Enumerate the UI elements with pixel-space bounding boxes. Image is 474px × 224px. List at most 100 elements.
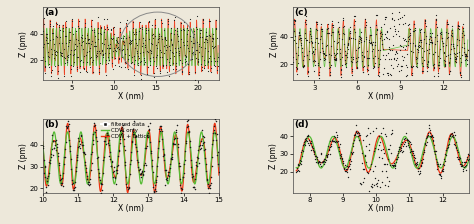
Point xyxy=(94,167,102,171)
Point xyxy=(380,66,387,69)
Point xyxy=(418,55,426,58)
Point xyxy=(110,33,118,36)
Point xyxy=(64,120,72,123)
Point xyxy=(191,41,198,45)
Point xyxy=(454,24,462,27)
Point xyxy=(310,149,317,152)
Point xyxy=(326,66,333,69)
Point xyxy=(419,152,427,156)
Point xyxy=(142,146,150,149)
Point xyxy=(370,64,378,67)
Point xyxy=(73,155,81,159)
Point xyxy=(375,62,383,65)
Point xyxy=(327,53,335,56)
Point xyxy=(147,42,155,45)
Point xyxy=(435,66,443,70)
Point xyxy=(406,33,414,37)
Point xyxy=(370,65,377,68)
Point xyxy=(203,40,211,44)
Point xyxy=(89,71,97,74)
Point xyxy=(76,142,83,145)
Point xyxy=(210,64,218,67)
Point xyxy=(377,34,385,38)
Point xyxy=(327,146,334,149)
Point xyxy=(331,140,339,144)
Point xyxy=(79,40,87,43)
Point xyxy=(417,159,425,162)
Point xyxy=(187,158,195,162)
Point xyxy=(131,136,139,139)
Point xyxy=(73,153,81,157)
Point xyxy=(211,64,219,67)
Point xyxy=(71,48,78,52)
Point xyxy=(368,49,376,52)
Point xyxy=(362,17,369,20)
Point xyxy=(125,194,132,198)
Point xyxy=(429,52,437,56)
Point xyxy=(75,41,83,45)
Point xyxy=(444,35,452,38)
Point xyxy=(89,60,96,64)
Point xyxy=(204,69,212,72)
Point xyxy=(374,181,381,185)
Point xyxy=(434,162,442,165)
Point xyxy=(46,160,53,164)
Point xyxy=(100,43,108,46)
Point xyxy=(85,180,92,184)
Point xyxy=(346,162,354,166)
Point xyxy=(68,17,76,20)
Point xyxy=(52,139,59,143)
Point xyxy=(419,79,427,82)
Point xyxy=(299,50,306,54)
Point xyxy=(48,133,56,137)
Point xyxy=(348,67,356,71)
Point xyxy=(438,169,446,172)
Point xyxy=(420,149,428,152)
Point xyxy=(52,53,59,57)
Point xyxy=(445,137,453,140)
Point xyxy=(325,152,332,155)
Point xyxy=(380,22,388,25)
Point xyxy=(49,37,57,41)
Text: (b): (b) xyxy=(45,120,59,129)
Point xyxy=(157,124,165,127)
Point xyxy=(140,62,148,66)
Point xyxy=(456,38,463,42)
Point xyxy=(184,62,192,66)
Point xyxy=(128,139,136,143)
Point xyxy=(414,163,421,166)
Point xyxy=(350,138,358,142)
Point xyxy=(324,154,331,157)
Point xyxy=(439,167,447,171)
Point xyxy=(372,43,379,46)
Point xyxy=(303,38,310,42)
Point xyxy=(329,25,337,29)
Point xyxy=(152,55,160,59)
Point xyxy=(64,126,71,130)
Point xyxy=(416,29,424,32)
Point xyxy=(72,169,79,172)
Point xyxy=(458,45,465,49)
Point xyxy=(212,18,220,22)
Point xyxy=(313,155,321,159)
Point xyxy=(399,149,407,153)
Point xyxy=(43,179,51,183)
Point xyxy=(296,31,303,35)
Point xyxy=(465,158,472,162)
Point xyxy=(191,70,199,74)
Point xyxy=(85,37,92,40)
Point xyxy=(184,28,191,31)
Point xyxy=(359,65,366,69)
Point xyxy=(86,65,94,69)
Point xyxy=(211,131,219,135)
Point xyxy=(407,142,414,146)
Point xyxy=(296,158,304,162)
Point xyxy=(461,160,468,164)
Point xyxy=(196,144,203,147)
Point xyxy=(91,44,99,47)
Point xyxy=(137,171,144,175)
Point xyxy=(44,176,51,180)
Point xyxy=(92,56,100,59)
Point xyxy=(304,69,311,73)
Point xyxy=(206,184,213,187)
